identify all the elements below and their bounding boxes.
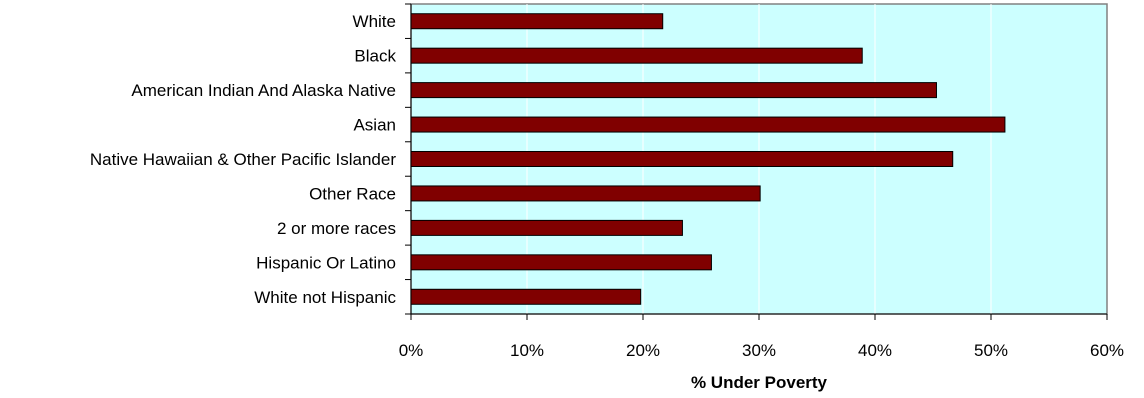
- bar: [410, 82, 937, 99]
- category-label: Asian: [353, 116, 396, 135]
- category-label: White: [353, 12, 396, 31]
- category-label: Other Race: [309, 184, 396, 203]
- bar: [410, 151, 954, 167]
- category-label: Black: [354, 47, 396, 66]
- x-tick-label: 50%: [974, 341, 1008, 360]
- x-tick-label: 10%: [510, 341, 544, 360]
- category-label: Hispanic Or Latino: [256, 253, 396, 272]
- x-tick-labels: 0% 10% 20% 30% 40% 50% 60%: [399, 314, 1124, 360]
- x-tick-label: 0%: [399, 341, 424, 360]
- bar: [410, 185, 761, 202]
- category-label: Native Hawaiian & Other Pacific Islander: [90, 150, 396, 169]
- bar: [410, 47, 863, 64]
- category-label: 2 or more races: [277, 219, 396, 238]
- bar: [410, 288, 642, 305]
- bar: [410, 13, 664, 30]
- x-tick-label: 60%: [1090, 341, 1124, 360]
- category-label: American Indian And Alaska Native: [131, 81, 396, 100]
- bar: [410, 219, 683, 236]
- bar: [410, 116, 1006, 133]
- x-tick-label: 40%: [858, 341, 892, 360]
- bars: [410, 13, 1006, 305]
- bar: [410, 254, 712, 271]
- x-tick-label: 30%: [742, 341, 776, 360]
- category-label: White not Hispanic: [254, 288, 396, 307]
- x-axis-title: % Under Poverty: [691, 373, 828, 392]
- category-labels: White Black American Indian And Alaska Nat…: [90, 3, 411, 315]
- x-tick-label: 20%: [626, 341, 660, 360]
